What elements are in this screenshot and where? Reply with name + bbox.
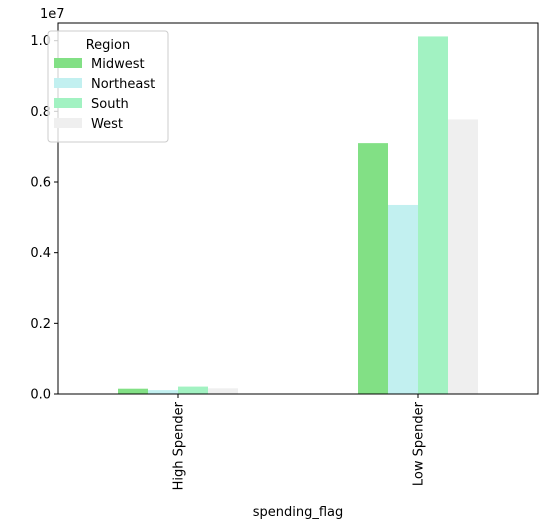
y-tick-label: 0.8 xyxy=(30,105,51,120)
legend-label-midwest: Midwest xyxy=(91,57,145,72)
bar-midwest-high-spender xyxy=(118,388,148,394)
bar-northeast-high-spender xyxy=(148,390,178,394)
bar-west-low-spender xyxy=(448,119,478,395)
x-axis-label: spending_flag xyxy=(253,505,344,520)
x-tick-label: Low Spender xyxy=(412,401,427,486)
bar-west-high-spender xyxy=(208,388,238,394)
y-offset-label: 1e7 xyxy=(40,7,65,22)
legend-label-south: South xyxy=(91,97,129,112)
legend: Region Midwest Northeast South West xyxy=(47,30,169,143)
bar-northeast-low-spender xyxy=(388,204,418,394)
legend-swatch-midwest xyxy=(54,58,82,68)
bar-midwest-low-spender xyxy=(358,143,388,394)
legend-label-northeast: Northeast xyxy=(91,77,155,92)
y-tick-label: 0.0 xyxy=(30,388,51,403)
legend-swatch-west xyxy=(54,118,82,128)
legend-swatch-south xyxy=(54,98,82,108)
legend-title: Region xyxy=(86,38,131,53)
legend-label-west: West xyxy=(91,117,123,132)
y-tick-label: 0.6 xyxy=(30,176,51,191)
bars-group xyxy=(118,36,478,395)
y-tick-label: 0.2 xyxy=(30,317,51,332)
x-tick-label: High Spender xyxy=(172,401,187,490)
plot-frame xyxy=(57,22,539,395)
x-axis: High Spender Low Spender xyxy=(172,394,427,490)
bar-south-low-spender xyxy=(418,36,448,394)
y-tick-label: 0.4 xyxy=(30,246,51,261)
bar-south-high-spender xyxy=(178,386,208,394)
y-tick-label: 1.0 xyxy=(30,34,51,49)
legend-swatch-northeast xyxy=(54,78,82,88)
